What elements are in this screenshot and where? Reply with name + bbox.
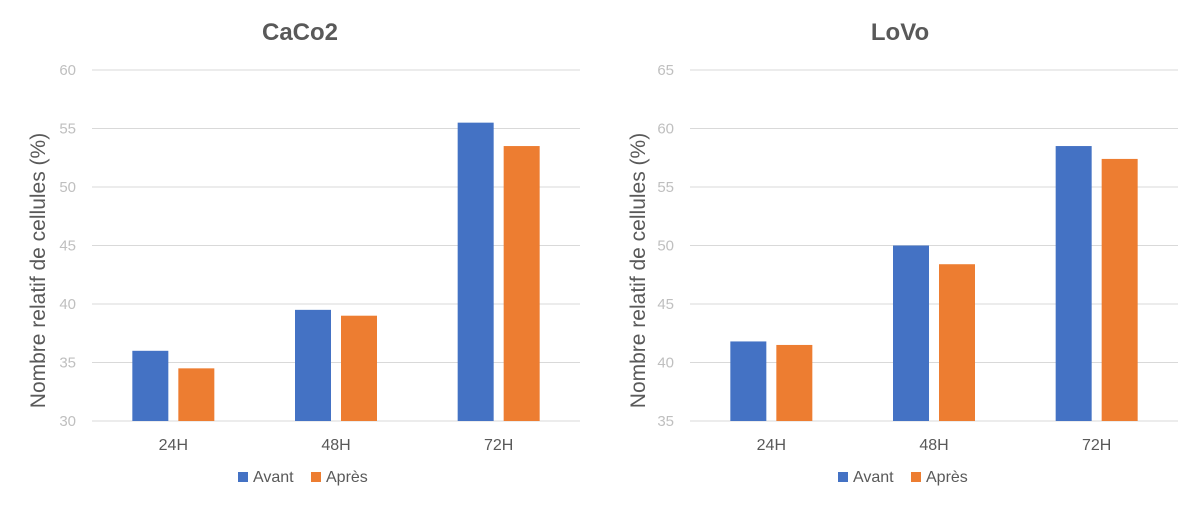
y-tick-label: 35 <box>657 413 674 430</box>
legend-swatch <box>238 472 248 482</box>
bar <box>503 146 540 422</box>
chart-panel-0: CaCo2 30 35 40 45 50 55 60 Nombre relatif de cel… <box>27 19 580 486</box>
bar <box>939 264 975 421</box>
y-tick-label: 50 <box>59 179 76 196</box>
x-tick-label: 48H <box>321 437 350 454</box>
y-tick-label: 60 <box>59 62 76 79</box>
y-tick-label: 55 <box>657 179 674 196</box>
y-tick-label: 45 <box>59 238 76 255</box>
y-axis-label: Nombre relatif de cellules (%) <box>627 133 650 408</box>
y-tick-label: 55 <box>59 121 76 138</box>
x-tick-label: 72H <box>1082 437 1111 454</box>
y-axis-label: Nombre relatif de cellules (%) <box>27 133 50 408</box>
legend-swatch <box>911 472 921 482</box>
legend-swatch <box>838 472 848 482</box>
y-tick-label: 50 <box>657 238 674 255</box>
legend-label: Après <box>326 469 368 486</box>
chart-title: LoVo <box>871 19 929 46</box>
bar <box>132 350 169 421</box>
y-tick-label: 30 <box>59 413 76 430</box>
bar <box>295 309 331 421</box>
chart-panel-1: LoVo 35 40 45 50 55 60 65 Nombre relatif de cell… <box>627 19 1178 486</box>
x-tick-label: 24H <box>159 437 188 454</box>
bar <box>893 245 929 421</box>
bar <box>178 368 215 421</box>
bar <box>776 344 813 421</box>
legend-label: Après <box>926 469 968 486</box>
y-tick-label: 40 <box>657 355 674 372</box>
legend-label: Avant <box>253 469 294 486</box>
bar <box>1101 158 1138 422</box>
y-tick-label: 40 <box>59 296 76 313</box>
bar <box>457 122 494 422</box>
x-tick-label: 48H <box>919 437 948 454</box>
legend-label: Avant <box>853 469 894 486</box>
x-tick-label: 24H <box>757 437 786 454</box>
bar <box>1055 146 1092 422</box>
x-tick-label: 72H <box>484 437 513 454</box>
bar <box>730 341 767 421</box>
y-tick-label: 35 <box>59 355 76 372</box>
y-tick-label: 60 <box>657 121 674 138</box>
legend-swatch <box>311 472 321 482</box>
y-tick-label: 45 <box>657 296 674 313</box>
chart-title: CaCo2 <box>262 19 338 46</box>
y-tick-label: 65 <box>657 62 674 79</box>
bar <box>341 315 377 421</box>
